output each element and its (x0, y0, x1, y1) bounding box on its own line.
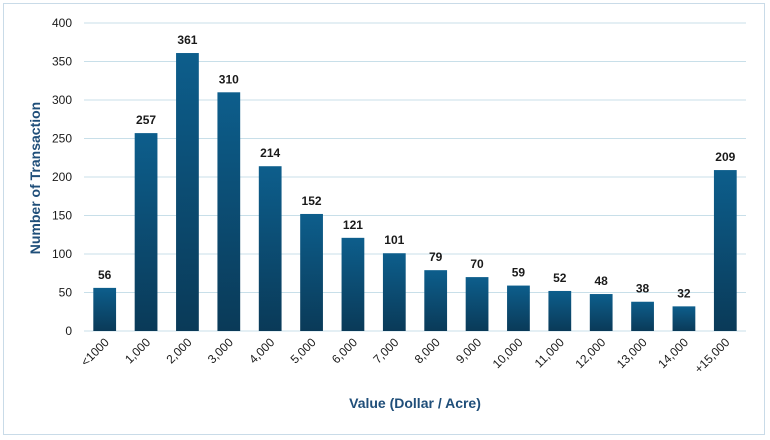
x-tick-label: 3,000 (205, 335, 236, 366)
x-tick-label: 4,000 (246, 335, 277, 366)
x-tick-label: 12,000 (572, 335, 608, 371)
data-label: 70 (470, 257, 484, 271)
x-axis-title: Value (Dollar / Acre) (349, 395, 481, 411)
data-label: 79 (429, 250, 443, 264)
x-tick-label: 7,000 (370, 335, 401, 366)
x-tick-label: 6,000 (329, 335, 360, 366)
y-tick-label: 0 (65, 324, 72, 338)
y-tick-label: 250 (52, 132, 72, 146)
data-label: 56 (98, 268, 112, 282)
data-label: 48 (595, 274, 609, 288)
data-label: 32 (677, 286, 691, 300)
x-tick-label: 1,000 (122, 335, 153, 366)
bars (93, 53, 737, 331)
bar (382, 253, 406, 331)
bar (424, 270, 448, 331)
y-tick-label: 400 (52, 16, 72, 30)
y-tick-label: 50 (59, 286, 73, 300)
bar (548, 290, 572, 331)
x-tick-label: +15,000 (692, 335, 733, 376)
x-tick-label: 5,000 (288, 335, 319, 366)
x-tick-label: 9,000 (453, 335, 484, 366)
bar (713, 170, 737, 331)
data-label: 214 (260, 146, 280, 160)
y-axis-title: Number of Transaction (27, 102, 43, 254)
x-tick-label: 8,000 (412, 335, 443, 366)
bar (672, 306, 696, 331)
data-labels: 56 257 361 310 214 152 121 101 79 70 59 52 48 38 32 209 (98, 33, 736, 300)
data-label: 361 (177, 33, 197, 47)
data-label: 209 (715, 150, 735, 164)
bar (258, 166, 282, 331)
x-tick-label: 14,000 (655, 335, 691, 371)
data-label: 257 (136, 113, 156, 127)
data-label: 101 (384, 233, 404, 247)
bar (589, 294, 613, 331)
x-tick-label: 10,000 (490, 335, 526, 371)
y-tick-label: 200 (52, 170, 72, 184)
y-tick-label: 100 (52, 247, 72, 261)
bar (217, 92, 241, 331)
x-tick-label: <1000 (78, 335, 112, 369)
bar (507, 285, 530, 331)
x-axis-ticks: <1000 1,000 2,000 3,000 4,000 5,000 6,000 7,000… (78, 335, 733, 376)
bar (93, 287, 117, 331)
bar (465, 277, 489, 331)
bar (134, 133, 158, 331)
x-tick-label: 13,000 (614, 335, 650, 371)
y-tick-label: 150 (52, 209, 72, 223)
data-label: 59 (512, 266, 526, 280)
bar (300, 213, 323, 331)
data-label: 152 (302, 194, 322, 208)
y-tick-label: 300 (52, 93, 72, 107)
y-tick-label: 350 (52, 55, 72, 69)
x-tick-label: 11,000 (532, 335, 567, 370)
bar (631, 301, 654, 331)
data-label: 121 (343, 218, 363, 232)
bar (176, 53, 199, 331)
chart-frame (3, 3, 765, 435)
data-label: 38 (636, 282, 650, 296)
x-tick-label: 2,000 (163, 335, 194, 366)
y-axis-ticks: 0 50 100 150 200 250 300 350 400 (52, 16, 72, 338)
data-label: 310 (219, 72, 239, 86)
bar (341, 237, 365, 331)
data-label: 52 (553, 271, 567, 285)
